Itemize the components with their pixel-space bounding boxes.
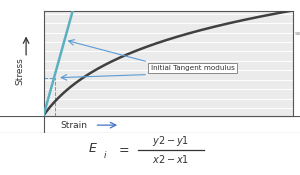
Text: Initial Tangent modulus: Initial Tangent modulus bbox=[151, 65, 234, 71]
Text: $i$: $i$ bbox=[103, 149, 107, 160]
Text: Stress: Stress bbox=[15, 58, 24, 85]
Text: $x2-x1$: $x2-x1$ bbox=[152, 153, 190, 165]
Text: Strain: Strain bbox=[60, 121, 87, 130]
Text: $=$: $=$ bbox=[116, 142, 130, 155]
Text: $y2-y1$: $y2-y1$ bbox=[152, 134, 190, 148]
Text: series1: series1 bbox=[295, 31, 300, 36]
Text: $E$: $E$ bbox=[88, 142, 98, 155]
